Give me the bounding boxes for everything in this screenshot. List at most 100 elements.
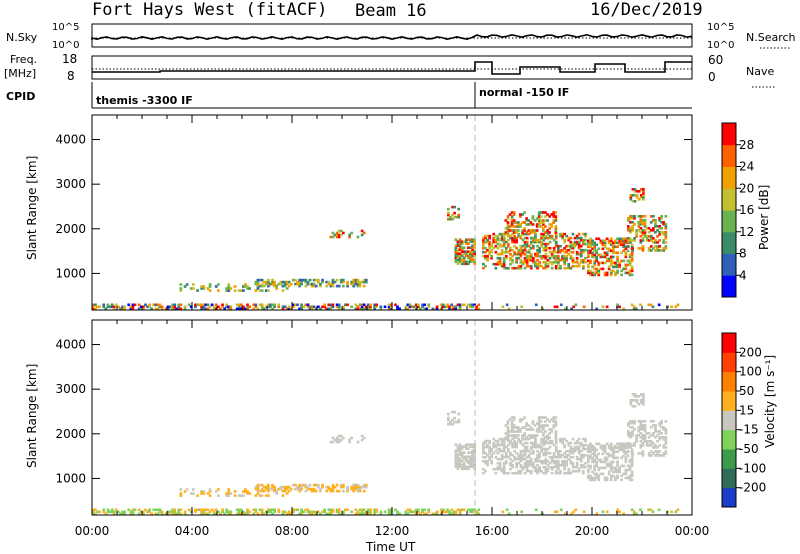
velocity-cell-71: [194, 510, 197, 514]
power-cell-486: [458, 258, 462, 262]
velocity-cell-1333: [628, 478, 632, 482]
velocity-cell-401: [200, 492, 203, 495]
power-cell-1396: [639, 241, 643, 244]
power-cell-752: [523, 248, 527, 252]
power-cell-482: [456, 244, 460, 247]
velocity-cell-389: [362, 483, 366, 487]
velocity-cell-1135: [552, 416, 556, 419]
power-cell-843: [542, 238, 546, 242]
power-cell-1494: [664, 237, 668, 240]
power-cell-644: [498, 238, 502, 242]
power-cell-1138: [554, 227, 558, 230]
velocity-cell-1347: [630, 464, 634, 468]
velocity-cell-391: [364, 483, 368, 487]
velocity-cell-1432: [647, 452, 651, 455]
velocity-cell-609: [490, 461, 493, 465]
velocity-cell-816: [536, 445, 539, 449]
power-cell-407: [208, 285, 212, 288]
power-cell-525: [467, 250, 470, 253]
velocity-cell-943: [565, 455, 568, 459]
power-cell-1555: [657, 303, 661, 307]
power-cell-1224: [603, 271, 607, 275]
power-cell-374: [352, 280, 356, 284]
power-cell-475: [456, 260, 460, 264]
power-cell-856: [544, 244, 548, 248]
velocity-cell-907: [557, 461, 560, 465]
power-cell-105: [237, 305, 241, 309]
power-cell-737: [519, 236, 523, 240]
power-cell-459: [350, 231, 353, 235]
power-cell-318: [296, 282, 299, 286]
velocity-cell-1402: [639, 426, 643, 429]
velocity-cell-1332: [626, 446, 630, 450]
velocity-cell-365: [342, 485, 345, 489]
velocity-cell-1358: [627, 434, 630, 437]
power-cell-129: [269, 305, 272, 309]
velocity-cell-7: [98, 510, 101, 514]
power-cell-831: [540, 242, 543, 246]
power-cell-583: [482, 240, 485, 244]
velocity-cell-1386: [635, 438, 638, 441]
velocity-cell-152: [302, 510, 306, 514]
power-cell-597: [486, 248, 489, 252]
power-cell-1223: [603, 273, 607, 277]
velocity-cell-941: [565, 461, 568, 465]
velocity-cell-431: [256, 492, 260, 495]
velocity-cell-608: [488, 439, 491, 443]
power-cell-165: [323, 305, 326, 309]
power-cell-1056: [514, 221, 518, 224]
power-cell-1183: [593, 261, 596, 265]
velocity-cell-450: [335, 436, 339, 440]
power-cell-700: [511, 236, 514, 240]
velocity-cell-889: [552, 443, 556, 447]
velocity-cell-9: [102, 508, 106, 512]
power-cell-1422: [643, 225, 647, 228]
velocity-cell-1428: [645, 442, 649, 445]
power-cell-1081: [529, 229, 533, 232]
power-cell-1316: [624, 267, 628, 271]
power-cell-1025: [504, 227, 508, 230]
power-cell-284: [258, 284, 262, 288]
velocity-cell-1410: [641, 442, 645, 445]
velocity-cell-212: [387, 512, 391, 516]
velocity-cell-220: [396, 510, 399, 514]
power-cell-586: [484, 264, 487, 268]
velocity-cell-1080: [529, 436, 533, 439]
power-cell-769: [525, 236, 529, 240]
power-cell-553: [473, 252, 476, 255]
velocity-cell-1243: [607, 464, 611, 468]
velocity-cell-503: [460, 447, 464, 450]
power-cell-363: [339, 278, 343, 282]
power-cell-1113: [542, 219, 545, 222]
velocity-cell-662: [502, 455, 506, 459]
power-cell-159: [310, 305, 314, 309]
power-cell-1198: [595, 251, 598, 255]
velocity-cell-898: [554, 447, 558, 451]
power-cell-917: [559, 248, 562, 252]
velocity-cell-537: [469, 443, 472, 446]
power-cell-691: [509, 236, 512, 240]
velocity-cell-822: [538, 455, 541, 459]
velocity-cell-157: [308, 510, 312, 514]
power-cell-675: [504, 246, 508, 250]
velocity-cell-477: [456, 461, 460, 465]
velocity-cell-763: [525, 461, 529, 465]
power-cell-110: [242, 305, 245, 309]
velocity-cell-1189: [593, 450, 596, 454]
power-cell-177: [337, 307, 341, 311]
power-cell-921: [561, 258, 564, 262]
velocity-cell-1220: [601, 448, 605, 452]
velocity-cell-1361: [627, 424, 630, 427]
power-cell-1283: [616, 265, 619, 269]
velocity-cell-528: [467, 443, 470, 446]
velocity-cell-799: [534, 465, 537, 469]
velocity-cell-1535: [564, 512, 567, 516]
power-cell-128: [267, 303, 270, 307]
power-cell-21: [121, 307, 124, 311]
power-cell-163: [319, 307, 322, 311]
power-cell-138: [281, 305, 285, 309]
power-cell-1468: [658, 249, 661, 252]
power-cell-419: [233, 289, 237, 292]
velocity-cell-707: [513, 443, 516, 447]
